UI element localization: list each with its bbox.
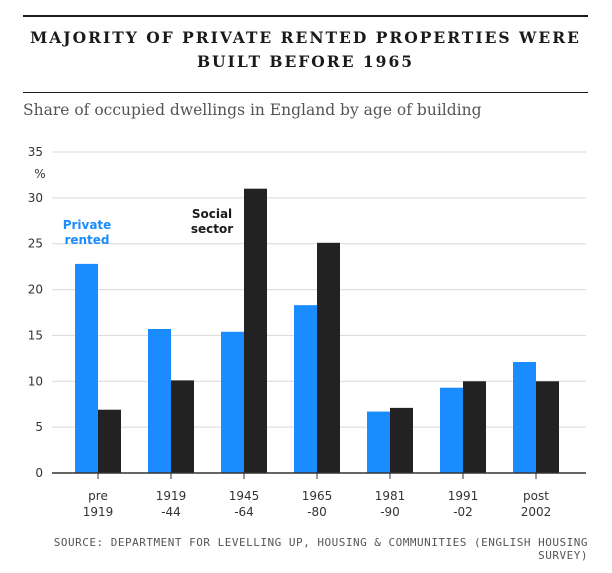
y-tick-label: 25 [28, 237, 43, 251]
chart-title-line-2: BUILT BEFORE 1965 [196, 52, 415, 71]
chart-title-line-1: MAJORITY OF PRIVATE RENTED PROPERTIES WE… [30, 28, 581, 47]
y-tick-label: 35 [28, 145, 43, 159]
bar-private-rented [367, 411, 390, 473]
title-rule [23, 92, 588, 93]
x-tick-label: 1991 -02 [448, 489, 479, 519]
top-rule [23, 15, 588, 17]
source-note: SOURCE: DEPARTMENT FOR LEVELLING UP, HOU… [53, 536, 588, 562]
bar-private-rented [148, 329, 171, 473]
x-tick-label: pre 1919 [83, 489, 114, 519]
y-tick-label: 0 [35, 466, 43, 480]
chart-title: MAJORITY OF PRIVATE RENTED PROPERTIES WE… [23, 26, 588, 74]
legend-label-social-sector: Social sector [191, 207, 233, 236]
chart-subtitle: Share of occupied dwellings in England b… [23, 101, 482, 119]
x-tick-label: 1919 -44 [156, 489, 187, 519]
bar-social-sector [171, 380, 194, 473]
y-tick-label: 20 [28, 283, 43, 297]
y-axis-unit-label: % [34, 167, 45, 181]
bar-private-rented [513, 362, 536, 473]
y-tick-label: 30 [28, 191, 43, 205]
bar-private-rented [221, 331, 244, 473]
bar-private-rented [294, 305, 317, 473]
bar-private-rented [440, 387, 463, 473]
bar-social-sector [463, 381, 486, 473]
x-tick-label: 1981 -90 [375, 489, 406, 519]
y-tick-label: 15 [28, 328, 43, 342]
bar-social-sector [98, 409, 121, 473]
bar-private-rented [75, 263, 98, 473]
y-tick-label: 5 [35, 420, 43, 434]
y-tick-label: 10 [28, 374, 43, 388]
x-tick-label: post 2002 [521, 489, 552, 519]
bar-social-sector [390, 407, 413, 473]
bar-social-sector [244, 188, 267, 473]
bar-social-sector [317, 242, 340, 473]
bar-social-sector [536, 381, 559, 473]
x-tick-label: 1945 -64 [229, 489, 260, 519]
legend-label-private-rented: Private rented [63, 218, 112, 247]
x-tick-label: 1965 -80 [302, 489, 333, 519]
